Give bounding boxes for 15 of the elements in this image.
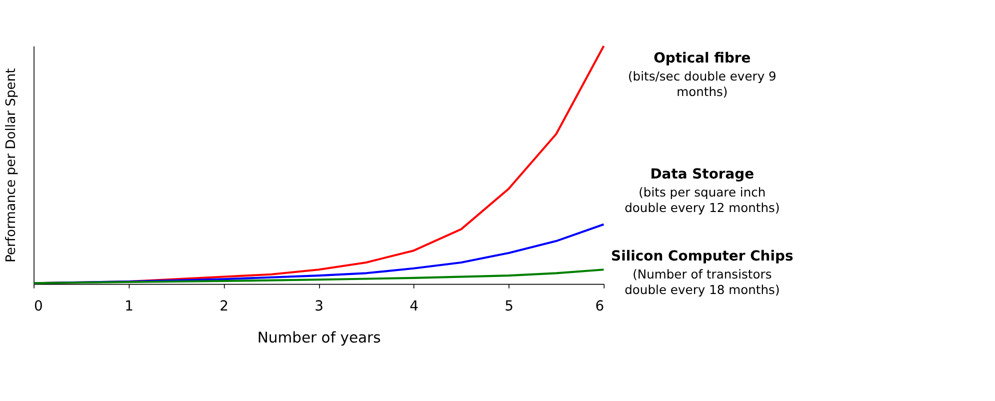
x-tick-label: 4 bbox=[410, 298, 419, 315]
series-label: Silicon Computer Chips bbox=[611, 248, 794, 265]
x-tick-label: 2 bbox=[220, 298, 229, 315]
text: (bits/sec double every 9 months) bbox=[628, 69, 776, 100]
x-tick-label: 1 bbox=[124, 298, 134, 315]
x-tick-label: 3 bbox=[314, 298, 324, 315]
x-tick-label: 0 bbox=[34, 298, 43, 315]
text: Optical fibre bbox=[654, 50, 751, 66]
x-axis-title: Number of years bbox=[257, 330, 381, 347]
text: (bits per square inch double every 12 months) bbox=[624, 186, 780, 216]
x-tick-label: 6 bbox=[595, 298, 604, 315]
x-tick-label: 5 bbox=[504, 298, 514, 315]
text: Data Storage bbox=[650, 166, 754, 182]
text: (Number of transistors double every 18 months) bbox=[624, 268, 780, 298]
y-axis-title: Performance per Dollar Spent bbox=[4, 68, 20, 263]
